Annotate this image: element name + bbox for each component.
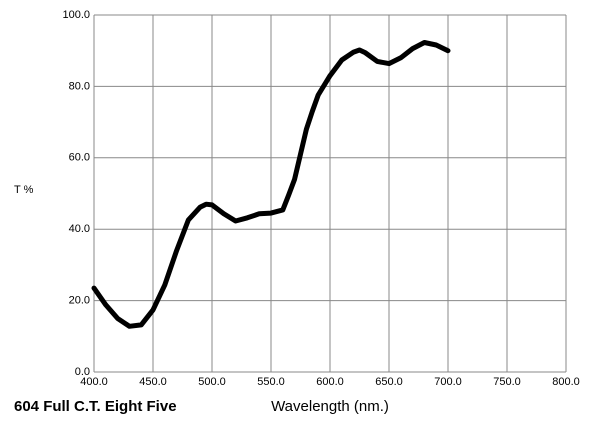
y-tick-label: 40.0 bbox=[69, 223, 90, 235]
x-tick-label: 800.0 bbox=[552, 376, 580, 388]
y-axis-label: T % bbox=[14, 184, 34, 196]
y-tick-label: 80.0 bbox=[69, 80, 90, 92]
x-tick-label: 550.0 bbox=[257, 376, 285, 388]
x-axis-label: Wavelength (nm.) bbox=[271, 398, 389, 415]
y-tick-label: 60.0 bbox=[69, 152, 90, 164]
y-tick-label: 0.0 bbox=[75, 366, 90, 378]
x-tick-label: 600.0 bbox=[316, 376, 344, 388]
x-tick-label: 450.0 bbox=[139, 376, 167, 388]
y-tick-label: 20.0 bbox=[69, 295, 90, 307]
chart-title: 604 Full C.T. Eight Five bbox=[14, 398, 177, 415]
x-tick-label: 400.0 bbox=[80, 376, 108, 388]
x-tick-label: 750.0 bbox=[493, 376, 521, 388]
x-tick-label: 500.0 bbox=[198, 376, 226, 388]
y-tick-label: 100.0 bbox=[62, 9, 90, 21]
x-tick-label: 700.0 bbox=[434, 376, 462, 388]
data-line bbox=[91, 40, 451, 329]
x-tick-label: 650.0 bbox=[375, 376, 403, 388]
